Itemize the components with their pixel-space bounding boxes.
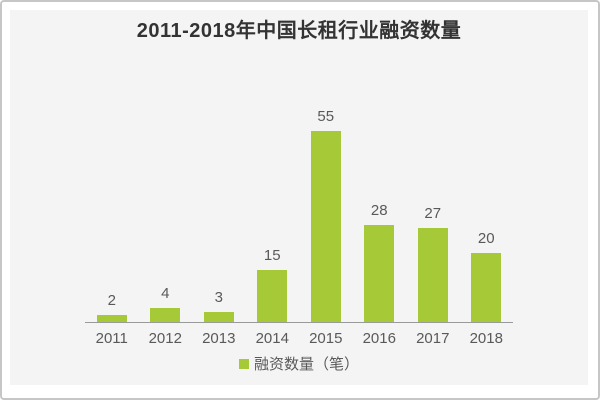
legend-label: 融资数量（笔） [253,356,359,373]
x-tick-label: 2012 [148,330,182,347]
x-tick-label: 2011 [95,330,128,347]
bar-column: 20 [460,230,514,322]
bar-value-label: 15 [263,247,281,264]
bar-column: 28 [353,202,407,322]
bar-column: 55 [299,108,353,322]
bar-column: 15 [246,247,300,322]
bar [417,228,448,322]
bar [310,131,341,322]
x-tick-label: 2017 [416,330,450,347]
chart-panel: 2011-2018年中国长租行业融资数量 2 4 3 15 55 28 27 20 2011 2… [10,10,588,385]
bar-value-label: 4 [161,285,170,302]
x-tick-label: 2015 [309,330,343,347]
bar-column: 3 [192,289,246,322]
bar [257,270,288,322]
bar-value-label: 2 [107,292,116,309]
bar-value-label: 3 [214,289,223,306]
bar-column: 2 [85,292,139,322]
chart-title: 2011-2018年中国长租行业融资数量 [136,20,462,42]
bar-value-label: 28 [370,202,388,219]
bar-column: 4 [139,285,193,322]
bar-value-label: 20 [477,230,495,247]
bar [364,225,395,322]
bar-value-label: 55 [317,108,335,125]
bar [471,253,502,322]
x-tick-label: 2013 [202,330,236,347]
bar [203,312,234,322]
x-axis: 2011 2012 2013 2014 2015 2016 2017 2018 [85,322,513,347]
legend-swatch-icon [238,358,249,369]
bar [150,308,181,322]
bar [96,315,127,322]
bar-value-label: 27 [424,205,442,222]
bar-column: 27 [406,205,460,322]
plot-area: 2 4 3 15 55 28 27 20 [85,45,513,322]
legend: 融资数量（笔） [10,353,588,374]
x-tick-label: 2016 [362,330,396,347]
x-tick-label: 2018 [469,330,503,347]
x-tick-label: 2014 [255,330,289,347]
